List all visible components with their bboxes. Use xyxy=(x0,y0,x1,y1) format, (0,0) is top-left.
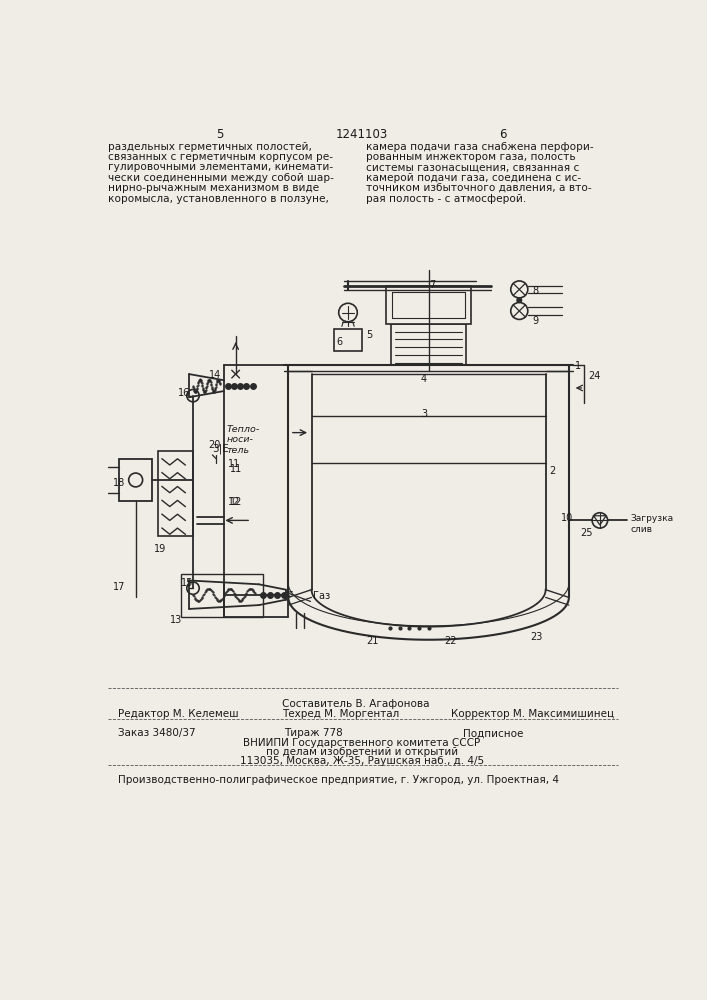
Text: Составитель В. Агафонова: Составитель В. Агафонова xyxy=(282,699,430,709)
Text: 9: 9 xyxy=(532,316,539,326)
Text: 18: 18 xyxy=(113,478,125,488)
Bar xyxy=(334,329,362,351)
Text: Производственно-полиграфическое предприятие, г. Ужгород, ул. Проектная, 4: Производственно-полиграфическое предприя… xyxy=(118,775,559,785)
Text: Газ: Газ xyxy=(313,591,330,601)
Text: 12: 12 xyxy=(230,497,243,507)
Text: Заказ 3480/37: Заказ 3480/37 xyxy=(118,728,195,738)
Text: 24: 24 xyxy=(588,371,601,381)
Circle shape xyxy=(517,298,522,302)
Text: 7: 7 xyxy=(429,280,436,290)
Text: Техред М. Моргентал: Техред М. Моргентал xyxy=(282,709,399,719)
Bar xyxy=(119,459,152,501)
Text: коромысла, установленного в ползуне,: коромысла, установленного в ползуне, xyxy=(107,194,329,204)
Text: 23: 23 xyxy=(530,632,542,642)
Text: 5: 5 xyxy=(216,128,224,141)
Text: нирно-рычажным механизмом в виде: нирно-рычажным механизмом в виде xyxy=(107,183,319,193)
Text: рая полость - с атмосферой.: рая полость - с атмосферой. xyxy=(366,194,526,204)
Text: 22: 22 xyxy=(444,636,457,646)
Text: 3|E: 3|E xyxy=(212,443,229,454)
Text: 10: 10 xyxy=(561,513,573,523)
Text: 6: 6 xyxy=(337,337,342,347)
Bar xyxy=(392,324,466,365)
Text: 1241103: 1241103 xyxy=(336,128,388,141)
Text: гулировочными элементами, кинемати-: гулировочными элементами, кинемати- xyxy=(107,162,333,172)
Text: 11: 11 xyxy=(228,459,240,469)
Text: рованным инжектором газа, полость: рованным инжектором газа, полость xyxy=(366,152,575,162)
Text: 21: 21 xyxy=(367,636,379,646)
Text: 17: 17 xyxy=(113,582,126,592)
Text: 5: 5 xyxy=(367,330,373,340)
Text: Тираж 778: Тираж 778 xyxy=(284,728,343,738)
Text: Подписное: Подписное xyxy=(462,728,523,738)
Text: Корректор М. Максимишинец: Корректор М. Максимишинец xyxy=(451,709,614,719)
Text: 13: 13 xyxy=(170,615,182,625)
Text: 113035, Москва, Ж-35, Раушская наб., д. 4/5: 113035, Москва, Ж-35, Раушская наб., д. … xyxy=(240,756,484,766)
Text: 19: 19 xyxy=(154,544,167,554)
Bar xyxy=(182,574,263,617)
Text: 8: 8 xyxy=(532,286,539,296)
Text: чески соединенными между собой шар-: чески соединенными между собой шар- xyxy=(107,173,334,183)
Text: раздельных герметичных полостей,: раздельных герметичных полостей, xyxy=(107,142,312,152)
Text: камерой подачи газа, соединена с ис-: камерой подачи газа, соединена с ис- xyxy=(366,173,581,183)
Text: 25: 25 xyxy=(580,528,593,538)
Text: системы газонасыщения, связанная с: системы газонасыщения, связанная с xyxy=(366,162,579,172)
Text: связанных с герметичным корпусом ре-: связанных с герметичным корпусом ре- xyxy=(107,152,333,162)
Text: по делам изобретений и открытий: по делам изобретений и открытий xyxy=(266,747,458,757)
Text: камера подачи газа снабжена перфори-: камера подачи газа снабжена перфори- xyxy=(366,142,593,152)
Text: Редактор М. Келемеш: Редактор М. Келемеш xyxy=(118,709,238,719)
Text: 4: 4 xyxy=(421,374,427,384)
Text: Загрузка
слив: Загрузка слив xyxy=(631,514,674,534)
Text: Тепло-
носи-
тель: Тепло- носи- тель xyxy=(226,425,259,455)
Text: ВНИИПИ Государственного комитета СССР: ВНИИПИ Государственного комитета СССР xyxy=(243,738,481,748)
Text: 6: 6 xyxy=(499,128,507,141)
Text: 14: 14 xyxy=(209,370,221,380)
Text: 11: 11 xyxy=(230,464,243,474)
Text: 16: 16 xyxy=(177,388,189,398)
Text: 12: 12 xyxy=(228,497,240,507)
Text: 1: 1 xyxy=(575,361,581,371)
Text: 20: 20 xyxy=(209,440,221,450)
Text: точником избыточного давления, а вто-: точником избыточного давления, а вто- xyxy=(366,183,592,193)
Bar xyxy=(158,451,193,536)
Text: 15: 15 xyxy=(182,578,194,588)
Text: 2: 2 xyxy=(549,466,556,477)
Text: 3: 3 xyxy=(421,409,427,419)
Bar xyxy=(386,286,472,324)
